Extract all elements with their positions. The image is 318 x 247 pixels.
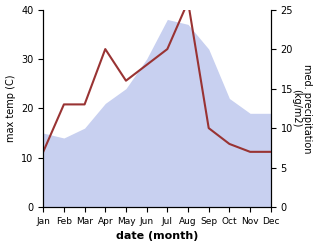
- Y-axis label: med. precipitation
(kg/m2): med. precipitation (kg/m2): [291, 64, 313, 153]
- Y-axis label: max temp (C): max temp (C): [5, 75, 16, 142]
- X-axis label: date (month): date (month): [116, 231, 198, 242]
